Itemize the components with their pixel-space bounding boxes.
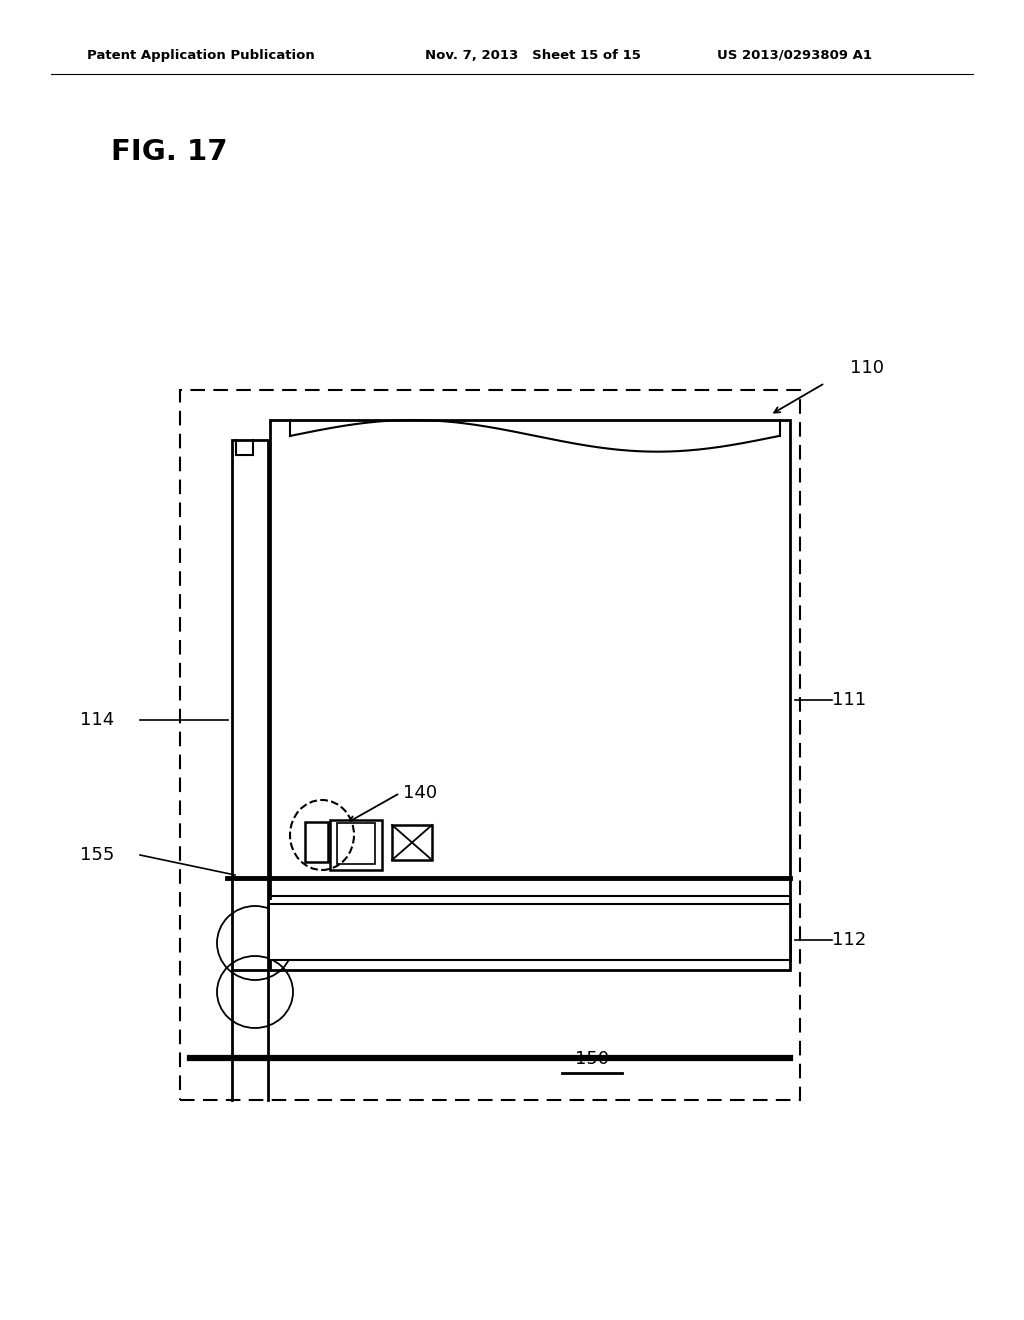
Bar — [270, 420, 790, 970]
Bar — [232, 440, 268, 970]
Text: FIG. 17: FIG. 17 — [111, 137, 227, 166]
Text: Nov. 7, 2013   Sheet 15 of 15: Nov. 7, 2013 Sheet 15 of 15 — [425, 49, 641, 62]
Bar — [330, 820, 382, 870]
Text: 111: 111 — [831, 690, 866, 709]
Bar — [305, 822, 328, 862]
Bar — [392, 825, 432, 861]
Text: 155: 155 — [80, 846, 115, 865]
Text: 140: 140 — [403, 784, 437, 803]
Text: 110: 110 — [850, 359, 884, 378]
Text: 150: 150 — [574, 1049, 609, 1068]
Text: US 2013/0293809 A1: US 2013/0293809 A1 — [717, 49, 871, 62]
Bar — [270, 900, 790, 960]
Text: 112: 112 — [831, 931, 866, 949]
Bar — [180, 389, 800, 1100]
Text: Patent Application Publication: Patent Application Publication — [87, 49, 314, 62]
Bar — [337, 822, 375, 863]
Text: 114: 114 — [80, 711, 115, 729]
